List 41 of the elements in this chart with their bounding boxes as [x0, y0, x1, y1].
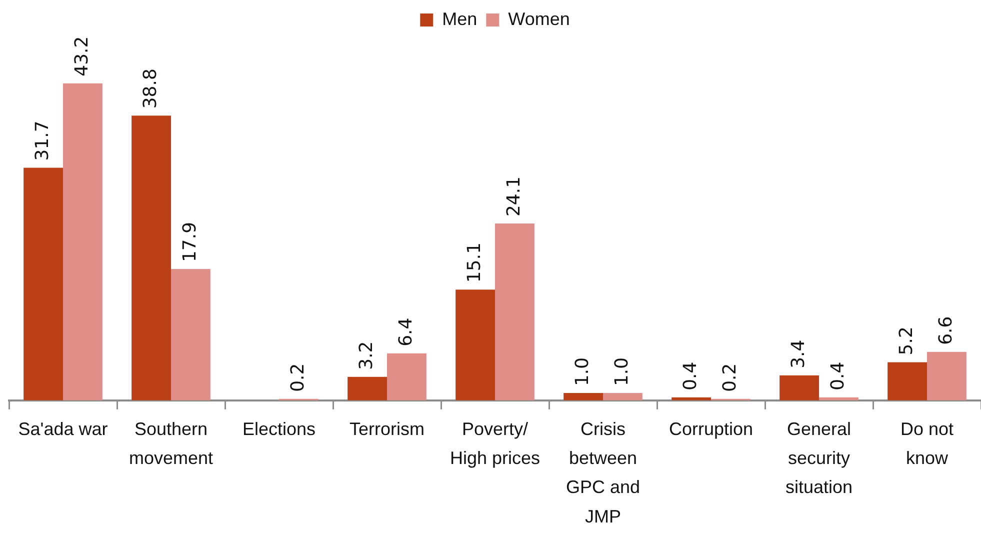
x-tick-label: Do not know — [900, 418, 954, 468]
data-label: 31.7 — [32, 120, 53, 161]
data-label: 5.2 — [896, 326, 917, 356]
x-tick-label: Terrorism — [350, 418, 424, 439]
bar — [927, 352, 966, 400]
data-label: 15.1 — [464, 242, 485, 283]
data-label: 43.2 — [71, 36, 92, 76]
data-label: 17.9 — [179, 222, 200, 262]
x-tick-label: Southern movement — [128, 418, 214, 468]
data-label: 1.0 — [611, 357, 632, 386]
legend-label: Men — [442, 8, 478, 29]
bar — [63, 83, 102, 400]
bar — [888, 362, 927, 400]
x-tick-label: Corruption — [668, 418, 754, 439]
data-label: 0.2 — [719, 363, 740, 392]
data-label: 6.6 — [935, 316, 956, 345]
data-label: 0.4 — [680, 362, 701, 390]
x-tick-label: Crisis between GPC and JMP — [566, 418, 640, 526]
bar — [780, 375, 819, 400]
bar — [495, 224, 534, 400]
bar — [132, 116, 171, 400]
legend-label: Women — [508, 8, 570, 29]
data-label: 0.2 — [287, 363, 308, 392]
data-label: 3.2 — [356, 341, 377, 370]
x-tick-label: Sa'ada war — [18, 418, 108, 439]
x-tick-label: Poverty/ High prices — [450, 418, 540, 468]
data-label: 38.8 — [140, 68, 161, 109]
bar — [564, 393, 603, 400]
bar — [24, 168, 63, 400]
x-tick-label: Elections — [242, 418, 316, 439]
bar — [456, 290, 495, 400]
data-label: 24.1 — [503, 176, 524, 217]
x-tick-label: General security situation — [785, 418, 853, 498]
bar — [171, 269, 210, 400]
bar — [603, 393, 642, 400]
data-label: 6.4 — [395, 318, 416, 346]
data-label: 0.4 — [827, 362, 848, 390]
bar — [387, 353, 426, 400]
bar — [348, 376, 387, 400]
data-label: 1.0 — [572, 357, 593, 386]
data-label: 3.4 — [788, 340, 809, 368]
